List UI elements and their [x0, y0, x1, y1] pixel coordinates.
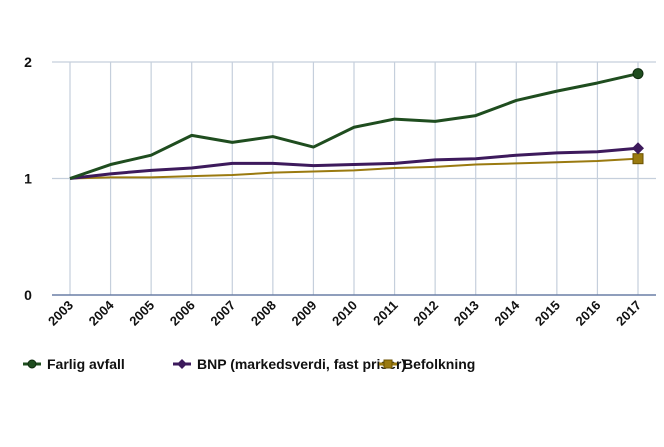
x-tick-label: 2008 [248, 298, 279, 329]
legend-item[interactable]: BNP (markedsverdi, fast priser) [173, 356, 406, 372]
legend-item[interactable]: Farlig avfall [23, 356, 125, 372]
x-tick-label: 2013 [451, 298, 482, 329]
grid [52, 62, 656, 295]
x-tick-label: 2015 [532, 298, 563, 329]
diamond-marker [177, 359, 187, 369]
x-tick-label: 2017 [613, 298, 644, 329]
x-tick-label: 2014 [491, 297, 523, 329]
x-axis: 2003 2004 2005 2006 2007 2008 2009 2010 2011 2012… [45, 297, 644, 329]
legend-label: BNP (markedsverdi, fast priser) [197, 356, 406, 372]
circle-marker [28, 360, 36, 368]
x-tick-label: 2011 [370, 298, 401, 329]
y-tick-label: 1 [24, 171, 32, 187]
diamond-marker [632, 142, 644, 154]
x-tick-label: 2012 [410, 298, 441, 329]
series-1 [70, 142, 644, 178]
y-tick-label: 2 [24, 54, 32, 70]
x-tick-label: 2005 [126, 298, 157, 329]
x-tick-label: 2003 [45, 298, 76, 329]
square-marker [633, 154, 643, 164]
x-tick-label: 2016 [572, 298, 603, 329]
y-axis: 0 1 2 [24, 54, 32, 303]
x-tick-label: 2004 [86, 297, 118, 329]
x-tick-label: 2010 [329, 298, 360, 329]
square-marker [384, 360, 392, 368]
legend-label: Farlig avfall [47, 356, 125, 372]
legend: Farlig avfall BNP (markedsverdi, fast pri… [23, 356, 475, 372]
series-lines [70, 69, 644, 179]
circle-marker [633, 69, 643, 79]
x-tick-label: 2007 [207, 298, 238, 329]
x-tick-label: 2009 [288, 298, 319, 329]
legend-label: Befolkning [403, 356, 475, 372]
x-tick-label: 2006 [167, 298, 198, 329]
y-tick-label: 0 [24, 287, 32, 303]
